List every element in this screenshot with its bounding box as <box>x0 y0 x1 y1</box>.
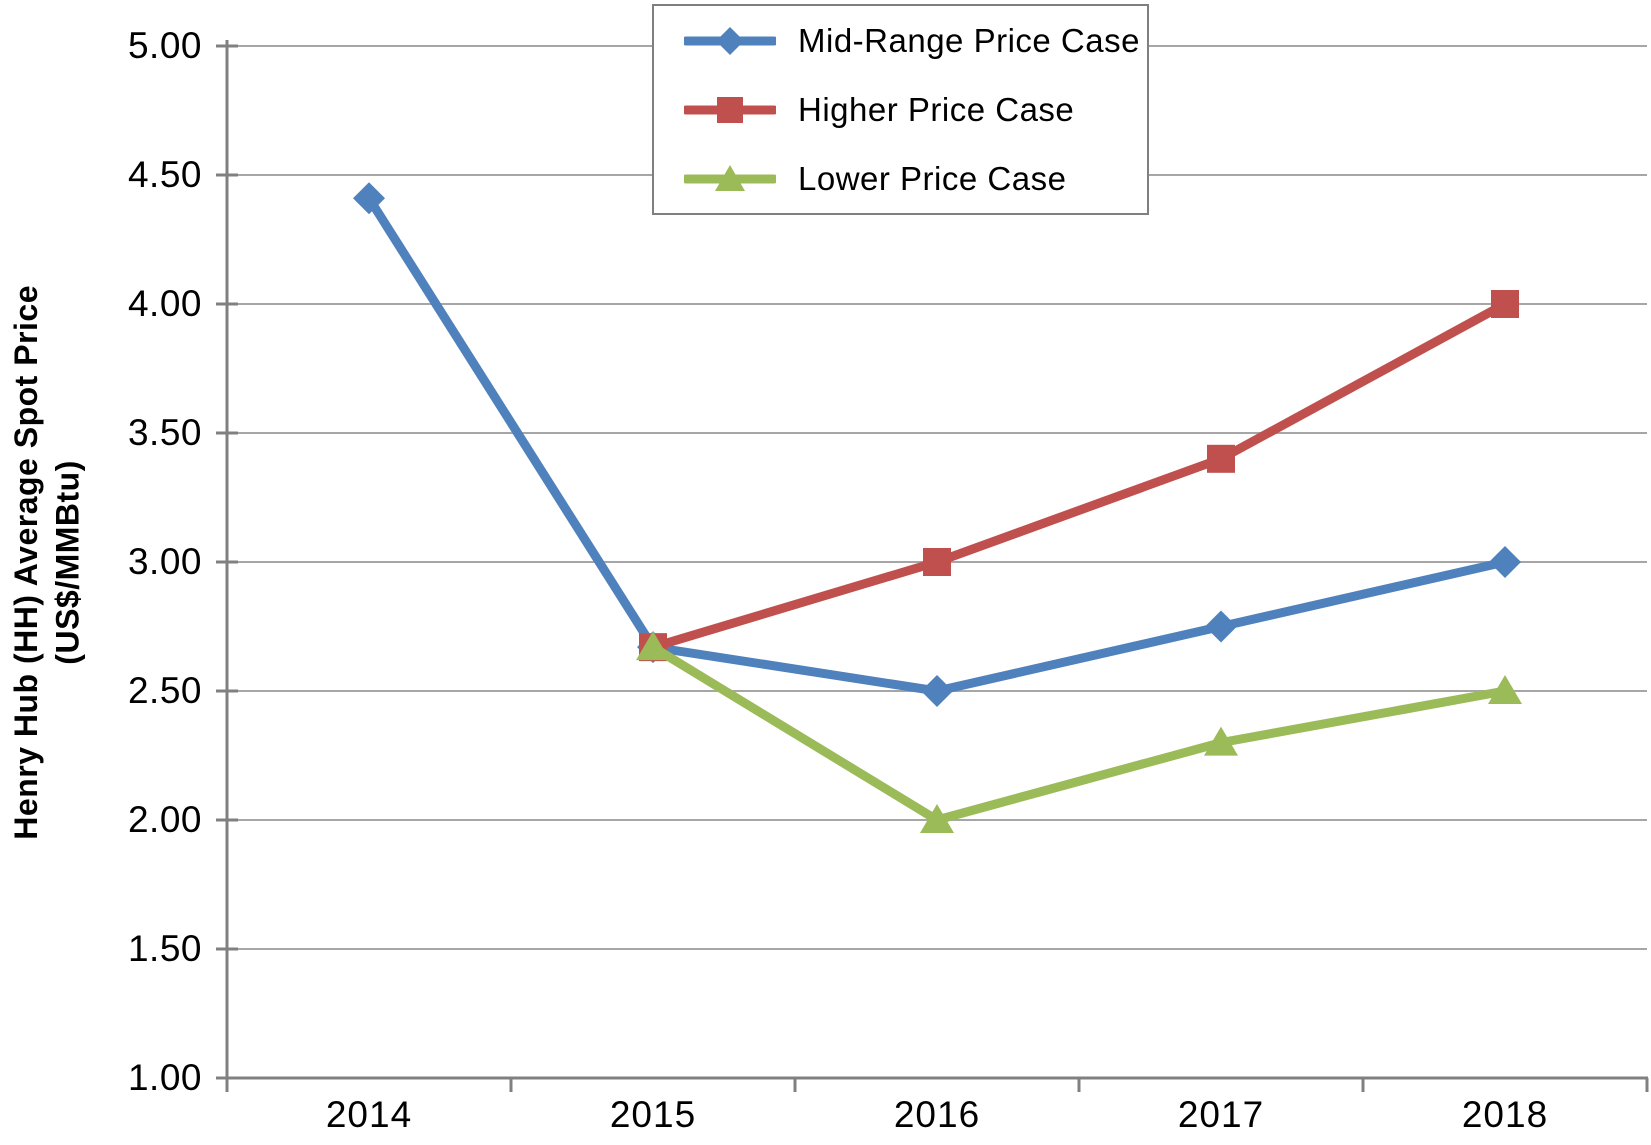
marker-square-higher-price-case <box>923 548 951 576</box>
x-tick-label: 2016 <box>893 1094 981 1135</box>
series-line-lower-price-case <box>650 643 1506 825</box>
y-tick-label: 4.50 <box>127 154 202 195</box>
y-tick-label: 2.00 <box>127 799 202 840</box>
x-tick-label: 2015 <box>609 1094 697 1135</box>
legend-swatch-square-icon <box>684 97 776 123</box>
y-tick-label: 4.00 <box>127 283 202 324</box>
legend-swatch-diamond-icon <box>684 27 776 56</box>
legend-swatch-triangle-icon <box>684 164 776 191</box>
series-line-mid-range-price-case <box>365 195 1506 696</box>
legend-label: Lower Price Case <box>798 159 1067 197</box>
x-tick-label: 2014 <box>325 1094 413 1135</box>
y-tick-label: 1.50 <box>127 928 202 969</box>
y-tick-label: 2.50 <box>127 670 202 711</box>
y-tick-label: 5.00 <box>127 25 202 66</box>
marker-diamond-mid-range-price-case <box>1489 546 1521 578</box>
y-tick-label: 1.00 <box>127 1057 202 1098</box>
marker-triangle-lower-price-case <box>1488 675 1522 704</box>
marker-diamond-mid-range-price-case <box>353 182 385 215</box>
y-tick-label: 3.50 <box>127 412 202 453</box>
y-tick-label: 3.00 <box>127 541 202 582</box>
legend-item-higher-price-case: Higher Price Case <box>684 76 1147 145</box>
x-tick-label: 2018 <box>1461 1094 1549 1135</box>
legend-item-lower-price-case: Lower Price Case <box>684 144 1147 213</box>
legend-label: Mid-Range Price Case <box>798 22 1140 60</box>
marker-square-higher-price-case <box>1207 444 1235 473</box>
marker-triangle-lower-price-case <box>920 804 954 833</box>
marker-triangle-lower-price-case <box>1204 726 1238 756</box>
marker-diamond-mid-range-price-case <box>1205 610 1237 643</box>
series-line-higher-price-case <box>651 300 1508 652</box>
marker-triangle-lower-price-case <box>636 631 670 661</box>
x-tick-label: 2017 <box>1177 1094 1265 1135</box>
legend-item-mid-range-price-case: Mid-Range Price Case <box>684 7 1147 76</box>
marker-diamond-mid-range-price-case <box>921 675 953 707</box>
marker-square-higher-price-case <box>1491 290 1519 318</box>
legend-label: Higher Price Case <box>798 91 1075 128</box>
legend: Mid-Range Price Case Higher Price Case Low… <box>652 4 1149 215</box>
